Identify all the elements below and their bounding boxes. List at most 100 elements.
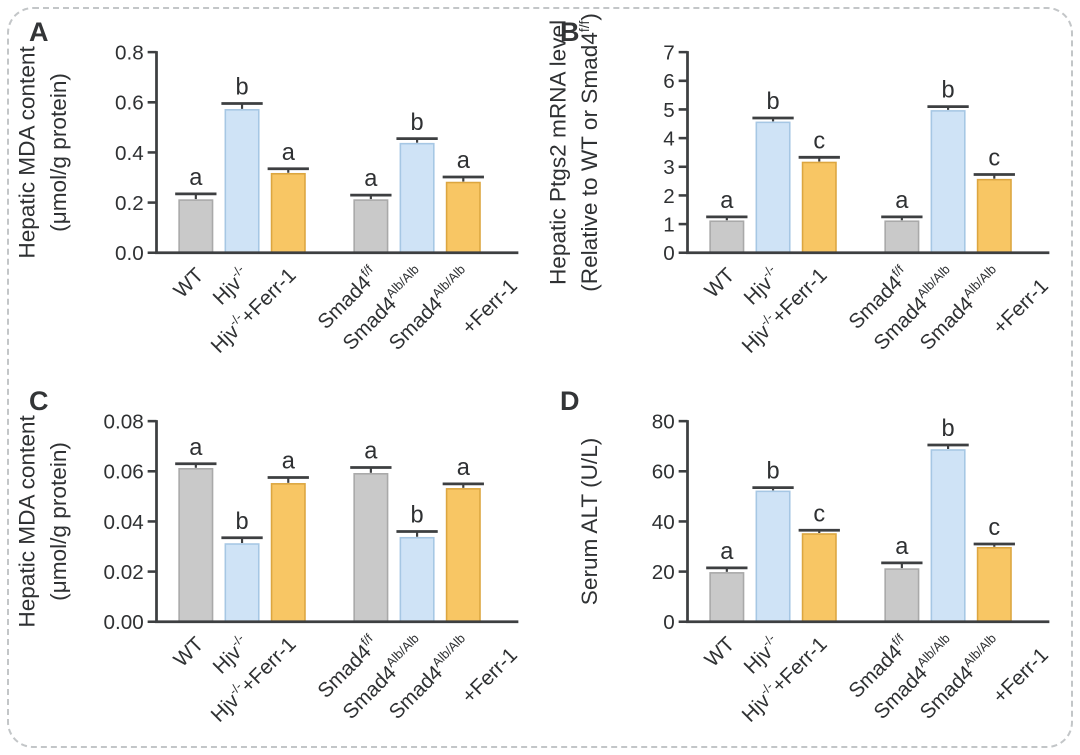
sig-letter: b (766, 458, 779, 484)
y-tick-label: 4 (663, 127, 674, 150)
y-tick-label: 5 (663, 99, 674, 122)
sig-letter: a (457, 454, 471, 480)
bar (353, 199, 389, 254)
y-tick-label: 0 (663, 242, 674, 265)
chart-hepatic-mda-content-c: Hepatic MDA content (μmol/g protein) 0.00 0… (15, 410, 522, 726)
bar (801, 161, 837, 254)
x-category-label: Hjv-/-+Ferr-1 (205, 630, 301, 726)
bar (884, 220, 920, 254)
y-tick-label: 3 (663, 156, 674, 179)
y-tick-label: 0.6 (115, 92, 144, 115)
sig-letter: a (364, 438, 378, 464)
sig-letter: b (235, 508, 248, 534)
x-category-label: +Ferr-1 (457, 274, 522, 339)
y-tick-label: 60 (652, 460, 675, 483)
sig-letter: b (942, 78, 955, 104)
sig-letter: a (895, 188, 909, 214)
y-axis-title: (μmol/g protein) (46, 442, 71, 601)
x-category-label: Hjv-/-+Ferr-1 (205, 262, 301, 358)
y-tick-label: 0.02 (104, 560, 144, 583)
y-tick-label: 6 (663, 70, 674, 93)
sig-letter: a (720, 188, 734, 214)
x-category-label: WT (700, 632, 739, 671)
bar (930, 110, 966, 254)
sig-letter: a (895, 533, 909, 559)
y-tick-label: 20 (652, 560, 675, 583)
y-tick-label: 0.00 (104, 611, 144, 634)
x-category-label: +Ferr-1 (988, 274, 1053, 339)
bar (801, 532, 837, 623)
y-axis-title: Serum ALT (U/L) (577, 437, 602, 605)
bar (976, 178, 1012, 254)
sig-letter: a (189, 434, 203, 460)
bar (930, 448, 966, 623)
panel-letter-c: C (29, 385, 49, 416)
panel-letter-a: A (29, 17, 49, 47)
sig-letter: b (235, 75, 248, 101)
bar (709, 220, 745, 254)
sig-letter: a (720, 538, 734, 564)
sig-letter: b (766, 89, 779, 115)
bar (270, 482, 306, 623)
y-axis-title: Hepatic MDA content (15, 46, 40, 259)
chart-hepatic-ptgs2-mrna: Hepatic Ptgs2 mRNA level (Relative to WT … (546, 13, 1053, 358)
sig-letter: c (813, 501, 825, 527)
sig-letter: b (942, 416, 955, 442)
y-tick-label: 0.0 (115, 242, 144, 265)
panel-letter-d: D (560, 385, 580, 416)
bar (178, 467, 214, 623)
panel-a: A Hepatic MDA content (μmol/g protein) 0.0… (9, 9, 540, 378)
y-tick-label: 0 (663, 611, 674, 634)
sig-letter: c (988, 515, 1000, 541)
bar (224, 542, 260, 623)
y-tick-label: 7 (663, 42, 674, 65)
y-tick-label: 1 (663, 213, 674, 236)
y-tick-label: 0.06 (104, 460, 144, 483)
y-tick-label: 0.2 (115, 192, 144, 215)
y-axis-title: Hepatic Ptgs2 mRNA level (546, 20, 571, 285)
bar (884, 567, 920, 623)
bar (178, 199, 214, 254)
y-tick-label: 0.08 (104, 410, 144, 433)
x-category-label: WT (169, 632, 208, 671)
sig-letter: a (189, 165, 203, 191)
chart-hepatic-mda-content-a: Hepatic MDA content (μmol/g protein) 0.0 0.… (15, 42, 522, 358)
y-tick-label: 80 (652, 410, 675, 433)
bar (353, 472, 389, 623)
sig-letter: c (988, 146, 1000, 172)
panel-c: C Hepatic MDA content (μmol/g protein) 0.0… (9, 378, 540, 747)
y-tick-label: 0.8 (115, 42, 144, 65)
bar (755, 490, 791, 623)
sig-letter: a (457, 148, 471, 174)
figure-card: A Hepatic MDA content (μmol/g protein) 0.0… (7, 7, 1073, 748)
bar (445, 181, 481, 254)
bar (399, 536, 435, 623)
bar (270, 172, 306, 254)
bar (709, 571, 745, 623)
bar (976, 546, 1012, 623)
x-category-label: +Ferr-1 (457, 643, 522, 708)
bar (224, 109, 260, 254)
x-category-label: Hjv-/-+Ferr-1 (736, 262, 832, 358)
x-category-label: WT (169, 263, 208, 302)
x-category-label: Hjv-/-+Ferr-1 (736, 630, 832, 726)
sig-letter: b (411, 110, 424, 136)
panel-letter-b: B (560, 17, 580, 47)
x-category-label: +Ferr-1 (988, 643, 1053, 708)
panel-d: D Serum ALT (U/L) 0 20 40 60 80 a b c a b c WT Hjv-/-… (540, 378, 1071, 747)
sig-letter: c (813, 128, 825, 154)
y-tick-label: 0.4 (115, 142, 144, 165)
sig-letter: a (282, 140, 296, 166)
sig-letter: a (282, 448, 296, 474)
sig-letter: b (411, 502, 424, 528)
y-tick-label: 40 (652, 510, 675, 533)
y-axis-title: (Relative to WT or Smad4f/f) (577, 13, 602, 292)
y-axis-title: Hepatic MDA content (15, 414, 40, 627)
bar (445, 487, 481, 623)
sig-letter: a (364, 166, 378, 192)
y-tick-label: 0.04 (104, 510, 144, 533)
y-axis-title: (μmol/g protein) (46, 73, 71, 232)
y-tick-label: 2 (663, 185, 674, 208)
bar (755, 121, 791, 254)
